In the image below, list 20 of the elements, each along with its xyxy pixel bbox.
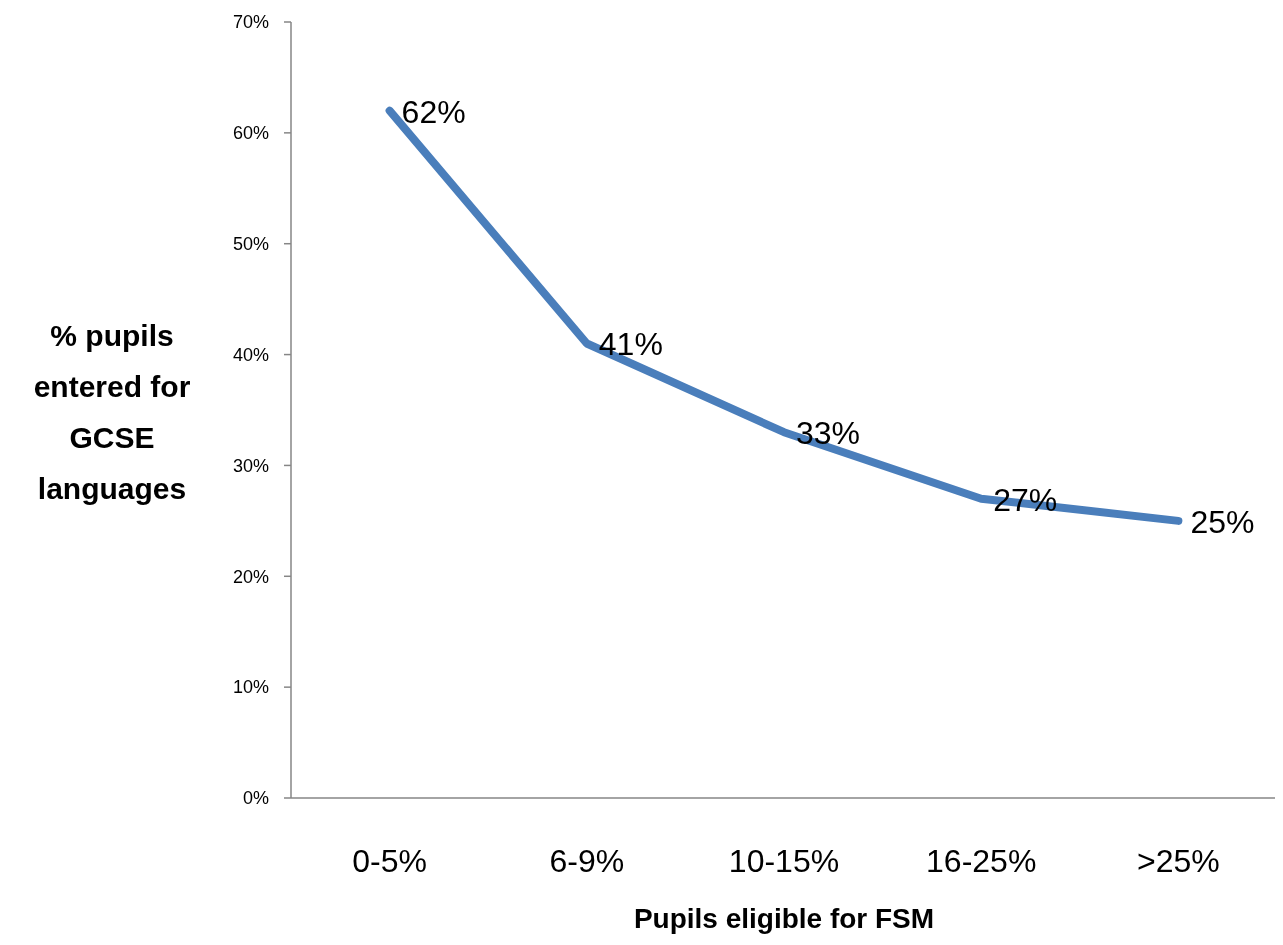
x-tick-label: >25% — [1137, 843, 1220, 879]
x-tick-label: 0-5% — [352, 843, 427, 879]
data-label: 25% — [1190, 503, 1255, 540]
data-label: 41% — [598, 326, 663, 363]
y-axis-title: % pupils entered for GCSE languages — [33, 319, 191, 505]
y-tick-label: 70% — [232, 12, 269, 33]
data-label: 33% — [796, 415, 861, 452]
y-tick-label: 40% — [232, 344, 269, 365]
x-tick-label: 16-25% — [926, 843, 1037, 879]
y-tick-label: 60% — [232, 123, 269, 144]
x-tick-label: 10-15% — [728, 843, 840, 879]
x-axis-title: Pupils eligible for FSM — [633, 903, 935, 934]
x-tick-label: 6-9% — [549, 843, 625, 879]
y-tick-label: 20% — [232, 566, 269, 587]
y-tick-label: 10% — [232, 677, 269, 698]
y-tick-label: 30% — [232, 455, 269, 476]
data-label: 62% — [401, 93, 466, 130]
data-label: 27% — [993, 481, 1058, 518]
y-tick-label: 0% — [242, 788, 269, 809]
y-tick-label: 50% — [232, 234, 269, 255]
